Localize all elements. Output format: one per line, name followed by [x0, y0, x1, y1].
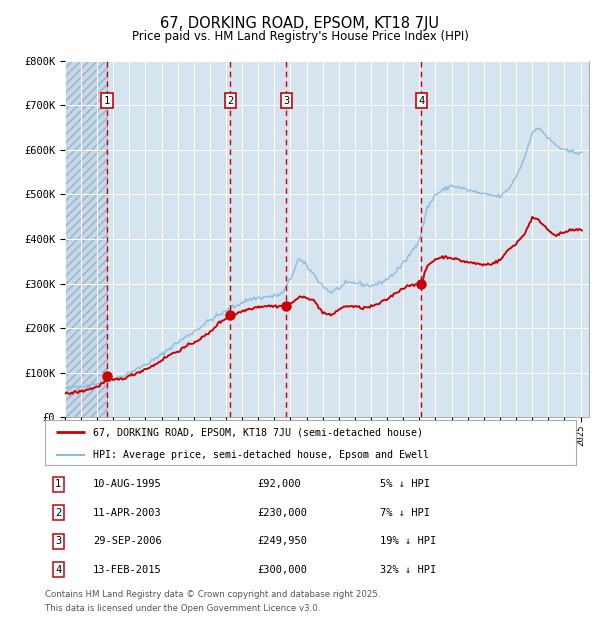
Bar	[65, 61, 107, 417]
Text: £230,000: £230,000	[257, 508, 307, 518]
Text: £249,950: £249,950	[257, 536, 307, 546]
Text: Contains HM Land Registry data © Crown copyright and database right 2025.: Contains HM Land Registry data © Crown c…	[45, 590, 380, 600]
Text: 1: 1	[55, 479, 61, 489]
Text: 29-SEP-2006: 29-SEP-2006	[93, 536, 161, 546]
Text: 3: 3	[55, 536, 61, 546]
Text: 4: 4	[55, 565, 61, 575]
Text: 32% ↓ HPI: 32% ↓ HPI	[380, 565, 436, 575]
Text: This data is licensed under the Open Government Licence v3.0.: This data is licensed under the Open Gov…	[45, 604, 320, 613]
Text: 1: 1	[104, 96, 110, 106]
Text: Price paid vs. HM Land Registry's House Price Index (HPI): Price paid vs. HM Land Registry's House …	[131, 30, 469, 43]
Text: £92,000: £92,000	[257, 479, 301, 489]
Text: 67, DORKING ROAD, EPSOM, KT18 7JU (semi-detached house): 67, DORKING ROAD, EPSOM, KT18 7JU (semi-…	[93, 427, 423, 438]
Text: 67, DORKING ROAD, EPSOM, KT18 7JU: 67, DORKING ROAD, EPSOM, KT18 7JU	[161, 16, 439, 31]
Text: 5% ↓ HPI: 5% ↓ HPI	[380, 479, 430, 489]
Text: 13-FEB-2015: 13-FEB-2015	[93, 565, 161, 575]
Text: 10-AUG-1995: 10-AUG-1995	[93, 479, 161, 489]
Text: 2: 2	[55, 508, 61, 518]
Text: HPI: Average price, semi-detached house, Epsom and Ewell: HPI: Average price, semi-detached house,…	[93, 450, 429, 460]
Text: 3: 3	[283, 96, 289, 106]
Text: 19% ↓ HPI: 19% ↓ HPI	[380, 536, 436, 546]
Text: 2: 2	[227, 96, 233, 106]
Text: 4: 4	[418, 96, 424, 106]
Text: 7% ↓ HPI: 7% ↓ HPI	[380, 508, 430, 518]
Text: £300,000: £300,000	[257, 565, 307, 575]
Text: 11-APR-2003: 11-APR-2003	[93, 508, 161, 518]
